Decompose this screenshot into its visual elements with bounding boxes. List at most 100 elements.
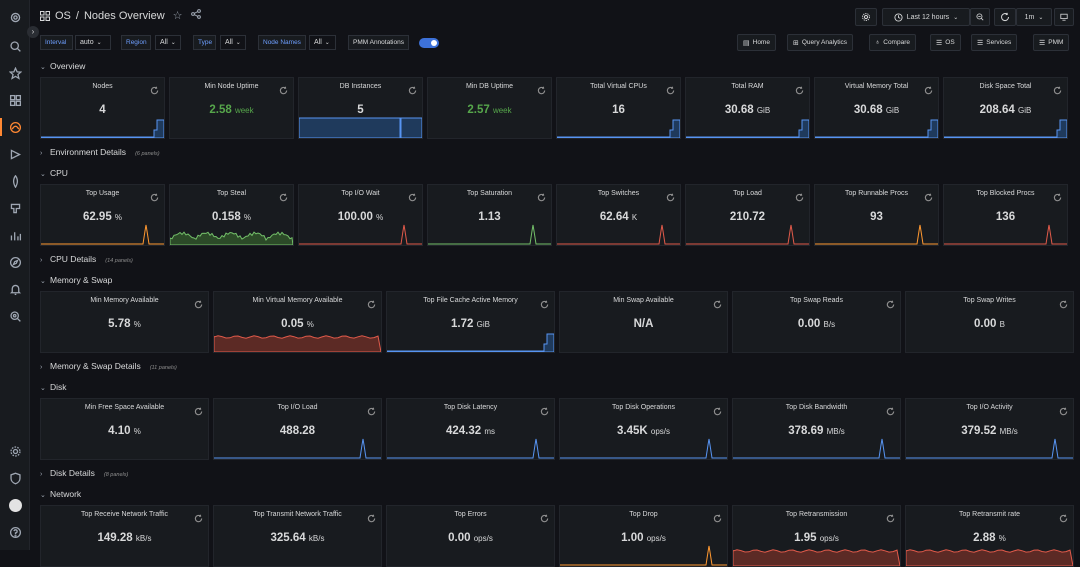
stat-panel-memory[interactable]: Min Virtual Memory Available 0.05 %	[213, 291, 382, 353]
link-home[interactable]: ▤ Home	[737, 34, 776, 51]
stat-panel-memory[interactable]: Min Swap Available N/A	[559, 291, 728, 353]
settings-gear-icon[interactable]	[6, 442, 24, 460]
stat-panel-network[interactable]: Top Errors 0.00 ops/s	[386, 505, 555, 567]
panel-refresh-icon[interactable]	[150, 82, 159, 95]
panel-refresh-icon[interactable]	[194, 403, 203, 416]
panel-refresh-icon[interactable]	[194, 296, 203, 309]
help-icon[interactable]	[6, 523, 24, 541]
stat-panel-network[interactable]: Top Drop 1.00 ops/s	[559, 505, 728, 567]
panel-refresh-icon[interactable]	[367, 403, 376, 416]
row-overview[interactable]: ⌄ Overview	[40, 61, 85, 71]
dashboards-icon[interactable]	[6, 91, 24, 109]
panel-refresh-icon[interactable]	[886, 296, 895, 309]
stat-panel-disk[interactable]: Top I/O Activity 379.52 MB/s	[905, 398, 1074, 460]
panel-refresh-icon[interactable]	[537, 189, 546, 202]
var-type-select[interactable]: All ⌄	[220, 35, 246, 50]
row-network[interactable]: ⌄ Network	[40, 489, 81, 499]
panel-title[interactable]: Top Blocked Procs	[976, 190, 1035, 197]
pmm-annotations-toggle[interactable]	[419, 38, 439, 48]
pmm-dashboard-icon[interactable]	[6, 118, 24, 136]
panel-refresh-icon[interactable]	[279, 189, 288, 202]
stat-panel-cpu[interactable]: Top Usage 62.95 %	[40, 184, 165, 246]
panel-refresh-icon[interactable]	[367, 510, 376, 523]
stat-panel-network[interactable]: Top Retransmit rate 2.88 %	[905, 505, 1074, 567]
stat-panel-cpu[interactable]: Top Load 210.72	[685, 184, 810, 246]
row-memory-swap[interactable]: ⌄ Memory & Swap	[40, 275, 112, 285]
var-node-names-select[interactable]: All ⌄	[309, 35, 336, 50]
panel-refresh-icon[interactable]	[408, 82, 417, 95]
panel-title[interactable]: DB Instances	[339, 83, 382, 90]
panel-title[interactable]: Nodes	[92, 83, 113, 90]
stat-panel-cpu[interactable]: Top Saturation 1.13	[427, 184, 552, 246]
panel-refresh-icon[interactable]	[666, 189, 675, 202]
stat-panel-cpu[interactable]: Top Switches 62.64 K	[556, 184, 681, 246]
stat-panel-disk[interactable]: Min Free Space Available 4.10 %	[40, 398, 209, 460]
mongodb-icon[interactable]	[6, 172, 24, 190]
panel-refresh-icon[interactable]	[537, 82, 546, 95]
grafana-logo-icon[interactable]	[6, 8, 24, 26]
panel-refresh-icon[interactable]	[150, 189, 159, 202]
share-icon[interactable]	[190, 9, 201, 22]
panel-title[interactable]: Virtual Memory Total	[844, 83, 909, 90]
stat-panel-memory[interactable]: Top Swap Reads 0.00 B/s	[732, 291, 901, 353]
link-os[interactable]: ☰ OS	[930, 34, 961, 51]
panel-refresh-icon[interactable]	[540, 403, 549, 416]
panel-title[interactable]: Top Swap Writes	[963, 297, 1016, 304]
stat-panel-cpu[interactable]: Top Blocked Procs 136	[943, 184, 1068, 246]
stat-panel-overview[interactable]: Total Virtual CPUs 16	[556, 77, 681, 139]
stat-panel-overview[interactable]: Total RAM 30.68 GiB	[685, 77, 810, 139]
zoom-out-button[interactable]	[970, 8, 990, 26]
refresh-button[interactable]	[994, 8, 1016, 26]
panel-title[interactable]: Top Disk Latency	[443, 404, 498, 411]
panel-title[interactable]: Top I/O Wait	[341, 190, 380, 197]
panel-title[interactable]: Top Usage	[85, 190, 120, 197]
stat-panel-memory[interactable]: Top File Cache Active Memory 1.72 GiB	[386, 291, 555, 353]
stat-panel-overview[interactable]: Virtual Memory Total 30.68 GiB	[814, 77, 939, 139]
stat-panel-cpu[interactable]: Top Runnable Procs 93	[814, 184, 939, 246]
stat-panel-disk[interactable]: Top I/O Load 488.28	[213, 398, 382, 460]
panel-title[interactable]: Top Errors	[454, 511, 487, 518]
tv-mode-button[interactable]	[1054, 8, 1074, 26]
panel-refresh-icon[interactable]	[408, 189, 417, 202]
row-cpu-details[interactable]: › CPU Details (14 panels)	[40, 254, 133, 264]
panel-title[interactable]: Min Node Uptime	[204, 83, 259, 90]
stat-panel-disk[interactable]: Top Disk Bandwidth 378.69 MB/s	[732, 398, 901, 460]
row-environment-details[interactable]: › Environment Details (6 panels)	[40, 147, 160, 157]
link-services[interactable]: ☰ Services	[971, 34, 1018, 51]
var-region-select[interactable]: All ⌄	[155, 35, 181, 50]
panel-refresh-icon[interactable]	[886, 403, 895, 416]
search-icon[interactable]	[6, 37, 24, 55]
row-disk-details[interactable]: › Disk Details (8 panels)	[40, 468, 128, 478]
explore-icon[interactable]	[6, 145, 24, 163]
panel-refresh-icon[interactable]	[1053, 189, 1062, 202]
panel-title[interactable]: Top Saturation	[466, 190, 513, 197]
panel-title[interactable]: Top Switches	[597, 190, 640, 197]
panel-title[interactable]: Min Virtual Memory Available	[252, 297, 343, 304]
bar-chart-icon[interactable]	[6, 226, 24, 244]
row-memory-swap-details[interactable]: › Memory & Swap Details (11 panels)	[40, 361, 177, 371]
breadcrumb-folder[interactable]: OS	[55, 9, 71, 22]
stat-panel-network[interactable]: Top Retransmission 1.95 ops/s	[732, 505, 901, 567]
link-pmm[interactable]: ☰ PMM	[1033, 34, 1070, 51]
panel-title[interactable]: Top Swap Reads	[790, 297, 843, 304]
panel-refresh-icon[interactable]	[279, 82, 288, 95]
stat-panel-overview[interactable]: Min DB Uptime 2.57 week	[427, 77, 552, 139]
panel-title[interactable]: Total RAM	[731, 83, 764, 90]
panel-title[interactable]: Top Runnable Procs	[844, 190, 909, 197]
stat-panel-cpu[interactable]: Top I/O Wait 100.00 %	[298, 184, 423, 246]
dashboard-settings-button[interactable]	[855, 8, 877, 26]
panel-refresh-icon[interactable]	[713, 296, 722, 309]
panel-title[interactable]: Min Swap Available	[613, 297, 674, 304]
stat-panel-network[interactable]: Top Receive Network Traffic 149.28 kB/s	[40, 505, 209, 567]
panel-title[interactable]: Top Load	[733, 190, 762, 197]
dashboard-title[interactable]: Nodes Overview	[83, 9, 165, 22]
stat-panel-memory[interactable]: Min Memory Available 5.78 %	[40, 291, 209, 353]
time-range-picker[interactable]: Last 12 hours ⌄	[882, 8, 970, 26]
panel-refresh-icon[interactable]	[1053, 82, 1062, 95]
stat-panel-overview[interactable]: DB Instances 5	[298, 77, 423, 139]
starred-icon[interactable]	[6, 64, 24, 82]
panel-refresh-icon[interactable]	[540, 296, 549, 309]
panel-refresh-icon[interactable]	[795, 189, 804, 202]
panel-title[interactable]: Top Retransmission	[785, 511, 848, 518]
panel-title[interactable]: Disk Space Total	[979, 83, 1032, 90]
